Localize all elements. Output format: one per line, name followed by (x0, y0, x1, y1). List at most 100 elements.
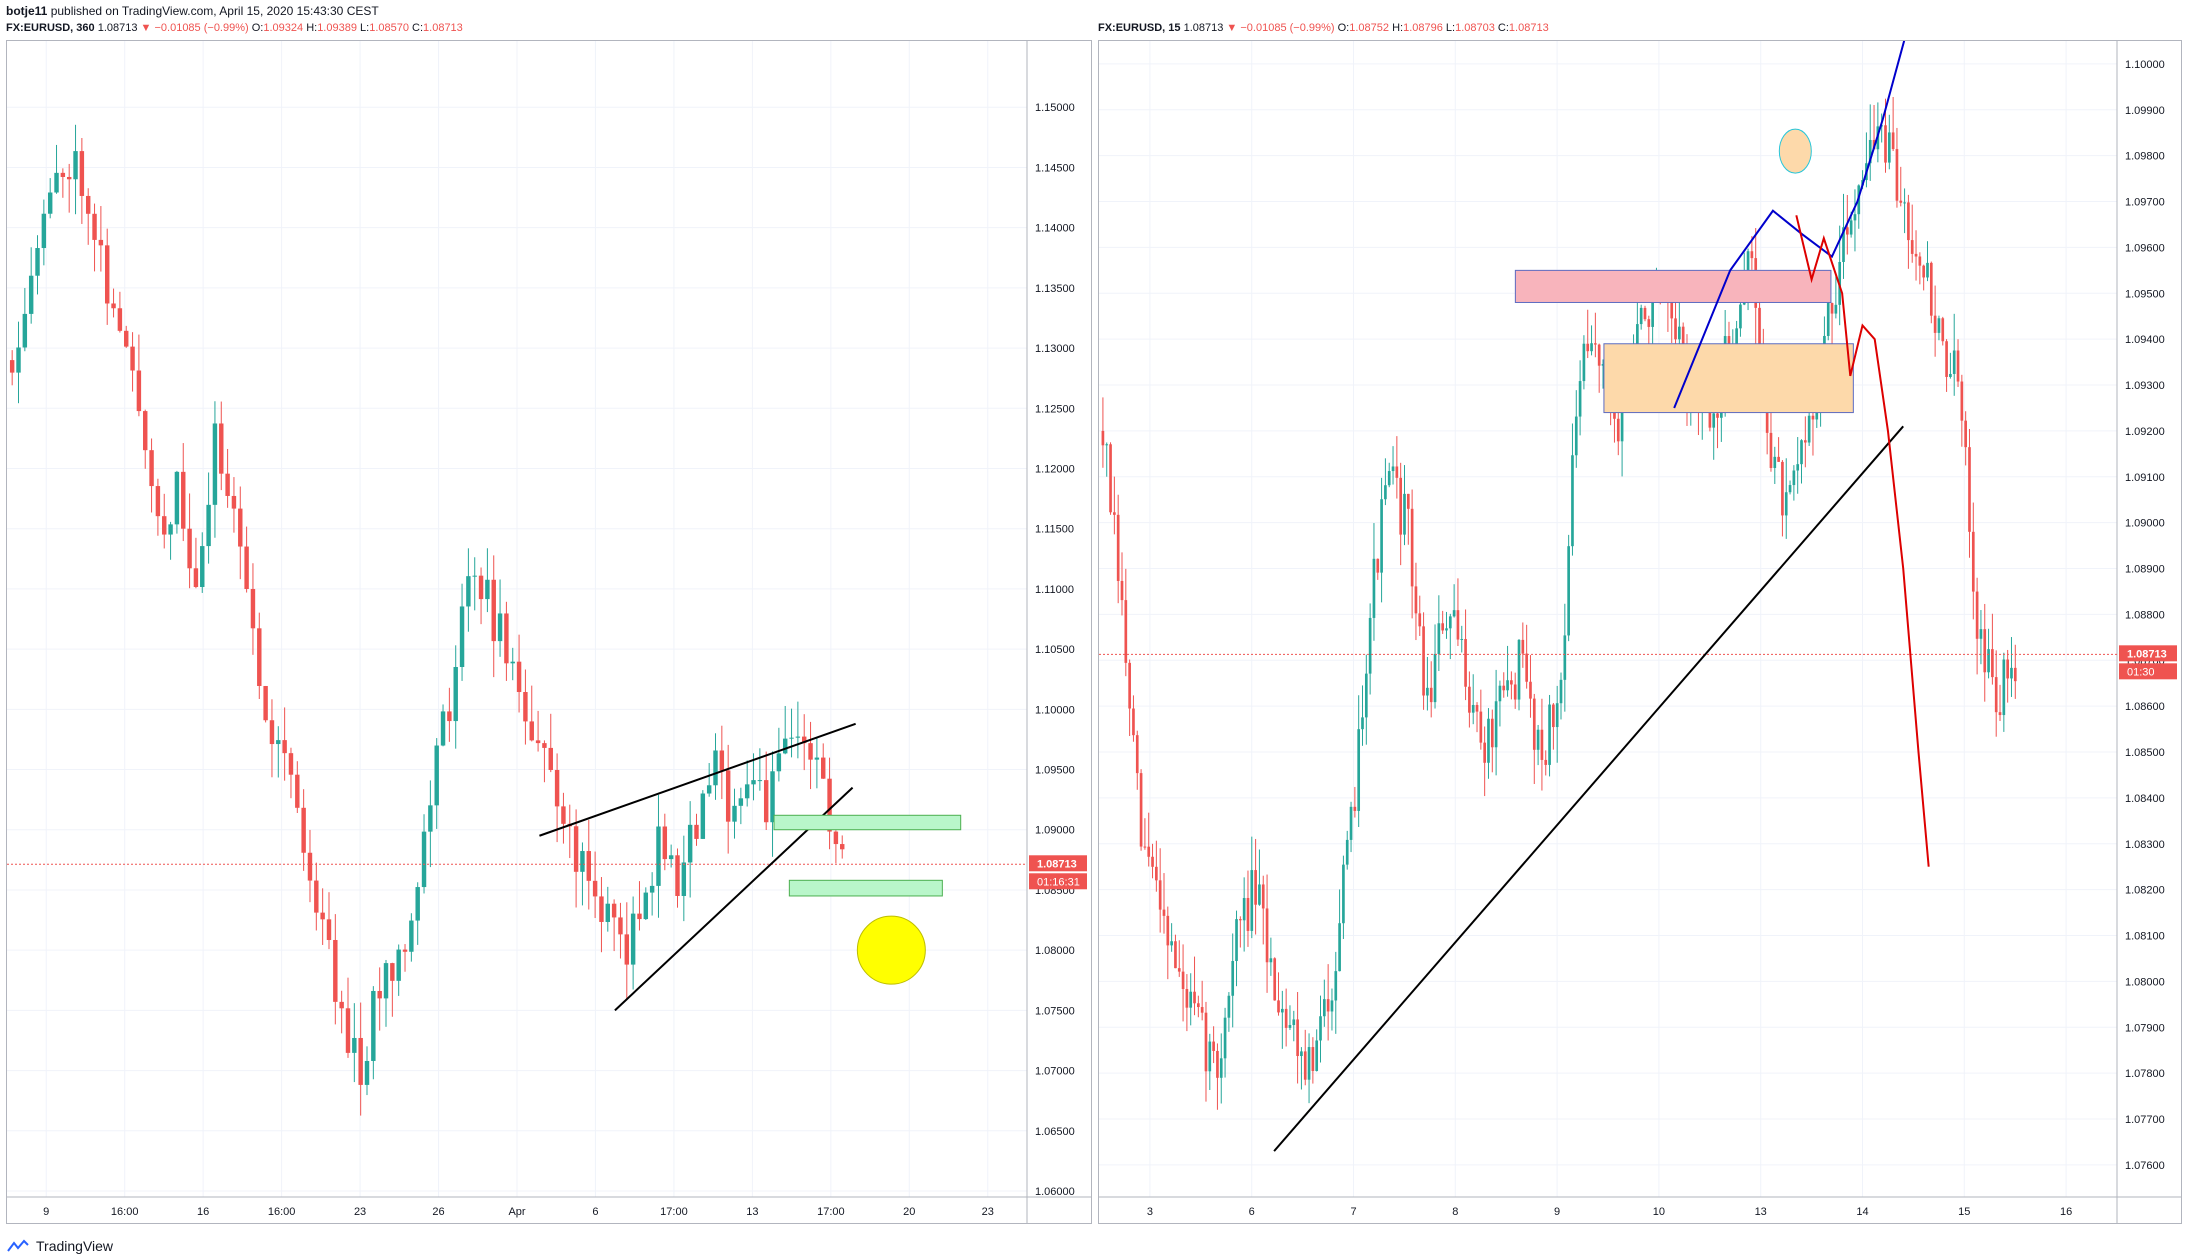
candle-body (700, 793, 706, 839)
candle-body (510, 661, 515, 664)
y-tick-label: 1.09400 (2125, 334, 2165, 346)
candle-body (1971, 531, 1975, 592)
left-chart-panel[interactable]: 1.15000 1.14500 1.14000 1.13500 1.13000 1.125… (6, 40, 1092, 1224)
right-chart-svg[interactable]: 1.10000 1.09900 1.09800 1.09700 1.09600 1.095… (1099, 17, 2181, 1223)
x-tick-label: 23 (354, 1206, 366, 1218)
y-tick-label: 1.08400 (2125, 793, 2165, 805)
support-zone[interactable] (788, 879, 943, 897)
author-name[interactable]: botje11 (6, 4, 48, 18)
right-low: 1.08703 (1455, 22, 1495, 34)
candle-body (98, 239, 104, 246)
candle-body (1242, 897, 1246, 921)
candle-body (1483, 742, 1486, 763)
candle-body (1155, 866, 1158, 881)
candle-body (447, 711, 452, 722)
highlight-circle[interactable] (1778, 128, 1812, 174)
brand-name: TradingView (36, 1238, 114, 1254)
candle-body (1670, 299, 1674, 319)
x-tick-label: Apr (508, 1206, 525, 1218)
candle-body (1288, 1025, 1292, 1028)
candle-body (1330, 1000, 1334, 1012)
brand-footer[interactable]: TradingView (6, 1238, 113, 1254)
candle-body (1395, 466, 1399, 478)
candle-body (250, 588, 256, 629)
left-o-label: O: (251, 22, 264, 34)
candle-body (459, 606, 465, 668)
candle-body (1284, 1008, 1288, 1028)
candle-body (744, 784, 750, 799)
candle-body (1651, 283, 1654, 327)
right-close: 1.08713 (1508, 22, 1549, 34)
candle-body (1555, 703, 1559, 728)
candle-body (1448, 616, 1452, 629)
candle-body (1132, 708, 1135, 736)
y-tick-label: 1.08800 (2125, 609, 2165, 621)
candle-body (1933, 315, 1937, 333)
candle-body (1968, 447, 1971, 532)
x-tick-label: 14 (1856, 1206, 1868, 1218)
candle-body (1590, 343, 1593, 352)
support-zone[interactable] (773, 814, 962, 831)
candle-body (1571, 455, 1574, 547)
trendline-upper[interactable] (539, 722, 856, 837)
candle-body (415, 887, 420, 921)
candle-body (1899, 200, 1903, 203)
left-chart-svg[interactable]: 1.15000 1.14500 1.14000 1.13500 1.13000 1.125… (7, 41, 1091, 1223)
resistance-zone[interactable] (1514, 269, 1832, 303)
candle-body (1189, 991, 1193, 1008)
candle-body (1254, 870, 1257, 905)
candle-body (592, 880, 598, 897)
y-tick-label: 1.15000 (1035, 102, 1075, 114)
right-symbol[interactable]: FX:EURUSD, 15 (1098, 22, 1181, 34)
left-symbol[interactable]: FX:EURUSD, 360 (6, 22, 95, 34)
candle-body (1540, 729, 1544, 760)
candle-body (1639, 307, 1643, 325)
candle-body (1811, 415, 1815, 420)
x-tick-label: 23 (982, 1206, 994, 1218)
y-tick-label: 1.07800 (2125, 1068, 2165, 1080)
candle-body (611, 903, 617, 918)
candle-body (618, 917, 623, 935)
candle-body (1422, 626, 1425, 696)
candle-body (1246, 897, 1250, 931)
x-tick-label: 3 (1147, 1206, 1153, 1218)
candle-body (833, 831, 839, 845)
candle-body (79, 151, 85, 196)
tradingview-logo-icon (7, 1239, 29, 1252)
candle-body (630, 913, 636, 965)
candle-body (1616, 418, 1620, 442)
candle-body (1788, 485, 1792, 493)
candle-body (1525, 653, 1528, 682)
y-tick-label: 1.06000 (1035, 1186, 1075, 1198)
candle-body (1922, 265, 1926, 278)
candle-body (1235, 919, 1238, 962)
right-chart-panel[interactable]: 1.10000 1.09900 1.09800 1.09700 1.09600 1.095… (1098, 17, 2182, 1224)
candle-body (1563, 635, 1567, 680)
candle-body (1399, 477, 1403, 535)
projection-curve-blue[interactable] (1673, 17, 1912, 409)
candle-body (1414, 586, 1418, 614)
trendline[interactable] (1273, 425, 1904, 1152)
candle-body (801, 736, 807, 744)
y-tick-label: 1.09500 (2125, 288, 2165, 300)
supply-zone[interactable] (1603, 343, 1854, 414)
target-circle[interactable] (856, 915, 926, 985)
candle-body (345, 1008, 351, 1053)
candle-body (719, 750, 725, 771)
candle-body (1342, 864, 1345, 924)
candle-body (713, 750, 718, 786)
candle-body (1273, 958, 1277, 1001)
candle-body (1120, 580, 1124, 601)
candle-body (1750, 251, 1754, 259)
projection-curve-red[interactable] (1795, 215, 1930, 867)
candle-body (1548, 704, 1551, 765)
y-tick-label: 1.09000 (2125, 518, 2165, 530)
left-last: 1.08713 (97, 22, 138, 34)
y-tick-label: 1.07000 (1035, 1066, 1075, 1078)
y-tick-label: 1.06500 (1035, 1126, 1075, 1138)
candle-body (111, 303, 116, 309)
candle-body (282, 740, 287, 754)
candle-body (789, 737, 794, 739)
candle-body (1456, 610, 1460, 640)
candle-body (1910, 240, 1914, 254)
